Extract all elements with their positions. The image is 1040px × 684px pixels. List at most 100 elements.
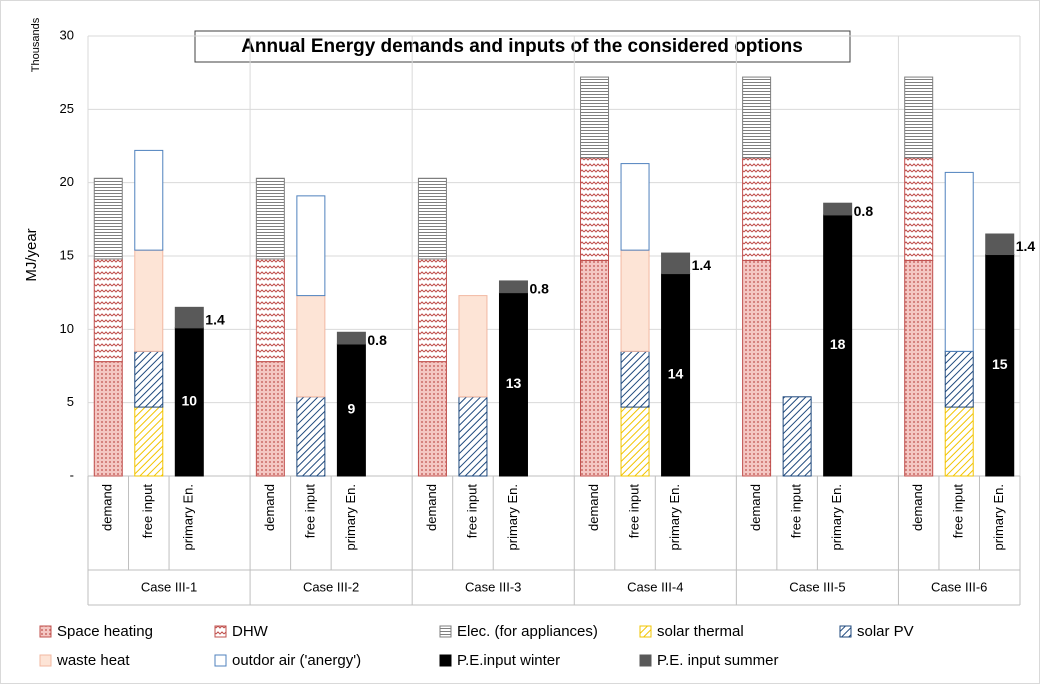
bar-segment — [255, 258, 285, 363]
y-unit-label: Thousands — [30, 17, 42, 72]
x-tick-label: primary En. — [667, 484, 682, 550]
data-label: 1.4 — [692, 257, 712, 273]
bar-segment — [296, 295, 326, 398]
bar-segment — [742, 157, 772, 261]
legend-label: P.E. input summer — [657, 652, 778, 669]
data-label: 10 — [182, 393, 198, 409]
y-tick-label: 20 — [60, 174, 74, 189]
data-label: 0.8 — [367, 332, 387, 348]
group-label: Case III-2 — [303, 579, 359, 594]
legend-swatch — [214, 625, 227, 638]
y-tick-label: 30 — [60, 27, 74, 42]
x-tick-label: primary En. — [505, 484, 520, 550]
bar-segment — [417, 361, 447, 477]
bar-segment — [823, 202, 853, 216]
x-tick-label: primary En. — [829, 484, 844, 550]
legend-label: solar PV — [857, 623, 914, 640]
bar-segment — [580, 76, 610, 159]
x-tick-label: free input — [951, 484, 966, 539]
x-tick-label: demand — [910, 484, 925, 531]
bar-segment — [620, 249, 650, 352]
bar-segment — [742, 259, 772, 477]
x-tick-label: free input — [140, 484, 155, 539]
bar-segment — [944, 406, 974, 477]
bar-segment — [336, 343, 366, 477]
bar-segment — [417, 258, 447, 363]
chart-title: Annual Energy demands and inputs of the … — [241, 36, 803, 57]
bar-segment — [661, 252, 691, 275]
bar-segment — [458, 396, 488, 477]
bar-segment — [944, 171, 974, 352]
group-label: Case III-5 — [789, 579, 845, 594]
bar-segment — [93, 361, 123, 477]
legend-label: DHW — [232, 623, 269, 640]
bar-segment — [823, 214, 853, 477]
data-label: 1.4 — [205, 311, 225, 327]
legend-label: Elec. (for appliances) — [457, 623, 598, 640]
legend-swatch — [439, 654, 452, 667]
x-tick-label: primary En. — [343, 484, 358, 550]
legend-label: Space heating — [57, 623, 153, 640]
legend-label: solar thermal — [657, 623, 744, 640]
bar-segment — [296, 396, 326, 477]
x-tick-label: demand — [748, 484, 763, 531]
bar-segment — [580, 259, 610, 477]
x-tick-label: demand — [100, 484, 115, 531]
y-tick-label: - — [70, 467, 74, 482]
data-label: 9 — [347, 401, 355, 417]
bar-segment — [580, 157, 610, 261]
legend-label: outdor air ('anergy') — [232, 652, 361, 669]
bar-segment — [620, 163, 650, 251]
bar-segment — [134, 406, 164, 477]
bar-segment — [417, 177, 447, 260]
x-tick-label: free input — [626, 484, 641, 539]
x-tick-label: primary En. — [991, 484, 1006, 550]
bar-segment — [134, 149, 164, 251]
bar-segment — [904, 259, 934, 477]
bar-segment — [944, 350, 974, 408]
group-label: Case III-3 — [465, 579, 521, 594]
x-tick-label: demand — [262, 484, 277, 531]
group-label: Case III-6 — [931, 579, 987, 594]
bar-segment — [620, 406, 650, 477]
x-tick-label: free input — [302, 484, 317, 539]
y-tick-label: 5 — [67, 394, 74, 409]
data-label: 13 — [506, 375, 522, 391]
y-axis-label: MJ/year — [23, 228, 40, 281]
bar-segment — [904, 157, 934, 261]
x-tick-label: free input — [789, 484, 804, 539]
y-tick-label: 15 — [60, 247, 74, 262]
bar-segment — [782, 396, 812, 477]
x-tick-label: free input — [464, 484, 479, 539]
bar-segment — [904, 76, 934, 159]
bar-segment — [134, 350, 164, 408]
bar-segment — [458, 295, 488, 398]
bar-segment — [985, 233, 1015, 256]
x-tick-label: demand — [586, 484, 601, 531]
legend-swatch — [439, 625, 452, 638]
y-tick-label: 25 — [60, 101, 74, 116]
bar-segment — [498, 292, 528, 477]
bar-segment — [742, 76, 772, 159]
data-label: 18 — [830, 336, 846, 352]
group-label: Case III-1 — [141, 579, 197, 594]
legend-swatch — [839, 625, 852, 638]
data-label: 1.4 — [1016, 238, 1036, 254]
bar-segment — [661, 273, 691, 477]
bar-segment — [134, 249, 164, 352]
legend-swatch — [39, 625, 52, 638]
bar-segment — [296, 195, 326, 297]
bar-segment — [336, 331, 366, 345]
legend-swatch — [639, 654, 652, 667]
x-tick-label: primary En. — [181, 484, 196, 550]
bar-segment — [255, 361, 285, 477]
data-label: 14 — [668, 366, 684, 382]
bar-segment — [93, 258, 123, 363]
legend-label: waste heat — [56, 652, 130, 669]
legend-swatch — [214, 654, 227, 667]
y-tick-label: 10 — [60, 321, 74, 336]
bar-segment — [93, 177, 123, 260]
bar-segment — [620, 350, 650, 408]
bar-segment — [498, 280, 528, 294]
